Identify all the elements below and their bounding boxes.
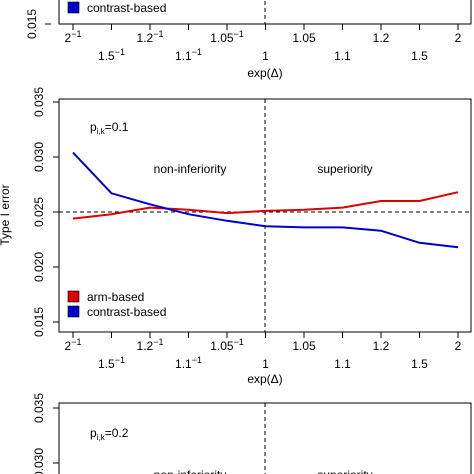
legend-swatch-contrast [67, 305, 80, 318]
bottom-region-label-noninferiority: non-inferiority [154, 468, 227, 474]
legend-label-arm: arm-based [87, 290, 144, 304]
bottom-y-tick-label-1: 0.035 [32, 393, 46, 423]
x-tick-label-middle-1: 1.5−1 [98, 355, 125, 371]
x-tick-label-top-2: 1.2−1 [137, 29, 164, 45]
bottom-panel-title: pi,k=0.2 [90, 426, 129, 442]
series-line-contrast-based [72, 151, 459, 249]
x-tick-label-top-0: 2−1 [65, 29, 82, 45]
x-tick-label-top-3: 1.1−1 [175, 47, 202, 63]
x-tick-label-middle-10: 2 [455, 339, 462, 353]
middle-y-tick-label-0: 0.015 [32, 307, 46, 337]
top-y-axis: 0.015 [25, 9, 51, 39]
x-tick-label-top-7: 1.1 [334, 49, 351, 63]
middle-y-tick-label-2: 0.025 [32, 197, 46, 227]
middle-x-axis: 2−1 1.5−1 1.2−1 1.1−1 1.05−1 1 1.05 1.1 1.2 1.5 2 [65, 331, 462, 371]
middle-panel: pi,k=0.1 non-inferiority superiority 0.0… [0, 87, 472, 386]
bottom-panel: pi,k=0.2 non-inferiority superiority 0.0… [32, 393, 472, 474]
legend-label-contrast: contrast-based [87, 305, 166, 319]
x-tick-label-top-5: 1 [262, 49, 269, 63]
middle-series-group [72, 151, 459, 249]
x-tick-label-middle-4: 1.05−1 [210, 337, 244, 353]
top-x-axis: 2−1 1.5−1 1.2−1 1.1−1 1.05−1 1 1.05 1.1 1.2 1.5 2 [65, 23, 462, 63]
bottom-y-axis: 0.030 0.035 [32, 393, 59, 474]
x-tick-label-middle-5: 1 [262, 357, 269, 371]
top-legend-label-contrast: contrast-based [87, 1, 166, 15]
top-y-tick-label-0.015: 0.015 [25, 9, 39, 39]
legend-swatch-arm [67, 290, 80, 303]
x-tick-label-top-9: 1.5 [411, 49, 428, 63]
x-tick-label-top-10: 2 [455, 31, 462, 45]
x-tick-label-middle-3: 1.1−1 [175, 355, 202, 371]
middle-y-axis: 0.015 0.020 0.025 0.030 0.035 [32, 87, 60, 337]
x-tick-label-middle-7: 1.1 [334, 357, 351, 371]
top-legend-swatch-contrast [67, 1, 80, 14]
x-tick-label-top-8: 1.2 [373, 31, 390, 45]
x-tick-label-top-4: 1.05−1 [210, 29, 244, 45]
region-label-noninferiority: non-inferiority [154, 162, 227, 176]
bottom-y-tick-label-0: 0.030 [32, 448, 46, 474]
middle-y-tick-label-4: 0.035 [32, 87, 46, 117]
middle-x-axis-label: exp(Δ) [247, 372, 282, 386]
top-x-axis-label: exp(Δ) [247, 66, 282, 80]
x-tick-label-middle-9: 1.5 [411, 357, 428, 371]
middle-y-tick-label-3: 0.030 [32, 142, 46, 172]
region-label-superiority: superiority [317, 162, 372, 176]
x-tick-label-top-6: 1.05 [292, 31, 316, 45]
x-tick-label-middle-0: 2−1 [65, 337, 82, 353]
x-tick-label-middle-8: 1.2 [373, 339, 390, 353]
top-panel: contrast-based 0.015 2−1 1.5−1 1.2−1 1.1−1 1… [25, 0, 472, 80]
x-tick-label-top-1: 1.5−1 [98, 47, 125, 63]
middle-panel-title: pi,k=0.1 [90, 120, 129, 136]
x-tick-label-middle-2: 1.2−1 [137, 337, 164, 353]
bottom-region-label-superiority: superiority [317, 468, 372, 474]
x-tick-label-middle-6: 1.05 [292, 339, 316, 353]
series-line-arm-based [72, 191, 459, 220]
middle-y-axis-label: Type I error [0, 184, 12, 245]
middle-y-tick-label-1: 0.020 [32, 252, 46, 282]
